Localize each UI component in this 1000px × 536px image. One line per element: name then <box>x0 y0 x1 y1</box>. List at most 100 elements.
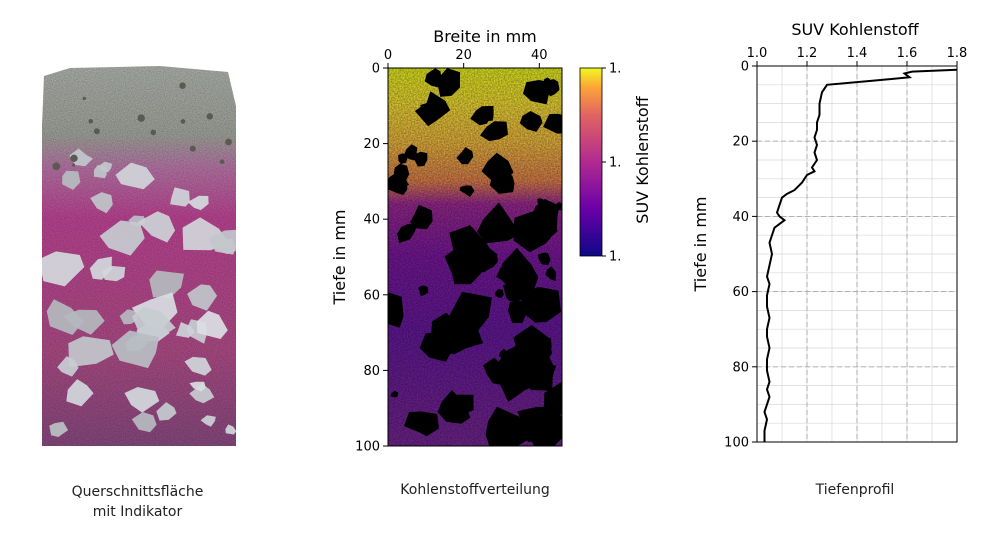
x-tick-label: 40 <box>531 48 548 63</box>
aggregate-stone <box>62 170 81 190</box>
aggregate-stones <box>42 82 236 437</box>
aggregate-stone <box>149 270 184 298</box>
colorbar-tick-label: 1.2 <box>609 62 620 77</box>
aggregate-void <box>502 350 512 361</box>
pore <box>206 113 214 120</box>
colorbar-label: SUV Kohlenstoff <box>633 95 652 223</box>
x-axis-label: SUV Kohlenstoff <box>791 20 919 39</box>
aggregate-stone <box>156 402 177 421</box>
y-tick-label: 80 <box>732 360 749 375</box>
y-axis-label: Tiefe in mm <box>691 197 710 293</box>
y-tick-label: 0 <box>741 60 749 75</box>
aggregate-stone <box>49 421 69 437</box>
aggregate-void <box>512 209 558 243</box>
cross-section-caption: Querschnittsfläche mit Indikator <box>40 482 235 522</box>
cross-section-image <box>42 66 236 446</box>
aggregate-stone <box>184 356 212 376</box>
aggregate-stone <box>46 299 84 335</box>
aggregate-stone <box>225 424 236 435</box>
aggregate-void <box>484 248 498 271</box>
distribution-caption: Kohlenstoffverteilung <box>400 482 550 498</box>
pore <box>150 129 157 136</box>
pore <box>137 114 145 122</box>
aggregate-void <box>397 224 418 244</box>
aggregate-void <box>543 113 562 134</box>
cross-section-caption-line2: mit Indikator <box>92 504 183 520</box>
aggregate-void <box>459 185 475 197</box>
aggregate-void <box>479 108 494 122</box>
aggregate-void <box>414 151 428 167</box>
pore <box>52 162 61 171</box>
aggregate-stone <box>196 310 228 339</box>
colorbar <box>579 67 603 257</box>
y-tick-label: 60 <box>732 285 749 300</box>
aggregate-stone <box>89 256 112 280</box>
aggregate-void <box>537 252 551 266</box>
x-tick-label: 20 <box>455 48 472 63</box>
aggregate-void <box>489 169 515 194</box>
aggregate-stone <box>208 229 236 255</box>
colorbar-tick-label: 1.1 <box>609 156 620 171</box>
aggregate-stone <box>132 306 176 337</box>
aggregate-void <box>483 357 510 386</box>
y-tick-label: 80 <box>363 364 380 379</box>
aggregate-void <box>420 103 432 114</box>
x-tick-label: 1.8 <box>947 46 968 61</box>
x-tick-label: 1.4 <box>847 46 868 61</box>
aggregate-void <box>508 300 532 324</box>
aggregate-void <box>456 147 474 165</box>
profile-line <box>763 68 958 442</box>
aggregate-stone <box>138 211 176 243</box>
aggregate-void <box>418 285 429 297</box>
aggregate-stone <box>115 162 155 190</box>
heatmap-frame <box>387 67 563 447</box>
aggregate-stone <box>189 383 215 404</box>
aggregate-stone <box>98 161 113 173</box>
y-tick-label: 100 <box>724 436 749 451</box>
aggregate-stone <box>124 387 160 413</box>
y-tick-label: 20 <box>732 135 749 150</box>
y-axis-label: Tiefe in mm <box>330 210 349 306</box>
aggregate-void <box>449 225 495 273</box>
aggregate-void <box>555 202 562 211</box>
aggregate-stone <box>111 330 160 369</box>
y-tick-label: 0 <box>372 62 380 77</box>
y-tick-label: 20 <box>363 137 380 152</box>
pore <box>189 145 196 152</box>
colorbar-label-container: SUV Kohlenstoff <box>633 95 652 223</box>
pore <box>70 154 78 162</box>
aggregate-void <box>431 312 465 351</box>
aggregate-stone <box>200 415 216 427</box>
y-tick-label: 100 <box>355 440 380 455</box>
depth-profile-chart: 1.0 1.2 1.4 1.6 1.8 0 20 40 60 80 100 SUV Kohlensto… <box>691 20 968 451</box>
pore <box>179 82 186 89</box>
aggregate-void <box>517 406 557 443</box>
aggregate-stone <box>66 379 94 407</box>
aggregate-stone <box>42 251 85 287</box>
aggregate-stone <box>68 336 114 368</box>
aggregate-stone <box>187 195 209 211</box>
aggregate-void <box>546 403 555 411</box>
aggregate-void <box>398 153 409 165</box>
aggregate-stone <box>90 192 113 214</box>
aggregate-void <box>495 342 549 379</box>
y-tick-label: 40 <box>363 213 380 228</box>
aggregate-void <box>495 288 504 299</box>
aggregate-void <box>477 202 521 244</box>
aggregate-void <box>414 91 451 127</box>
heatmap-field <box>388 68 562 446</box>
aggregate-stone <box>69 148 93 167</box>
pore <box>219 159 225 165</box>
aggregate-stone <box>57 356 79 377</box>
aggregate-void <box>388 171 409 192</box>
aggregate-void <box>543 77 553 88</box>
aggregate-stone <box>99 220 145 256</box>
aggregate-stone <box>187 284 218 311</box>
x-axis-label: Breite in mm <box>433 27 537 46</box>
aggregate-void <box>437 390 471 424</box>
aggregate-void <box>545 266 557 281</box>
aggregate-void <box>410 204 433 230</box>
cross-section-caption-line1: Querschnittsfläche <box>71 484 204 500</box>
aggregate-stone <box>170 187 190 207</box>
x-tick-label: 1.2 <box>797 46 818 61</box>
